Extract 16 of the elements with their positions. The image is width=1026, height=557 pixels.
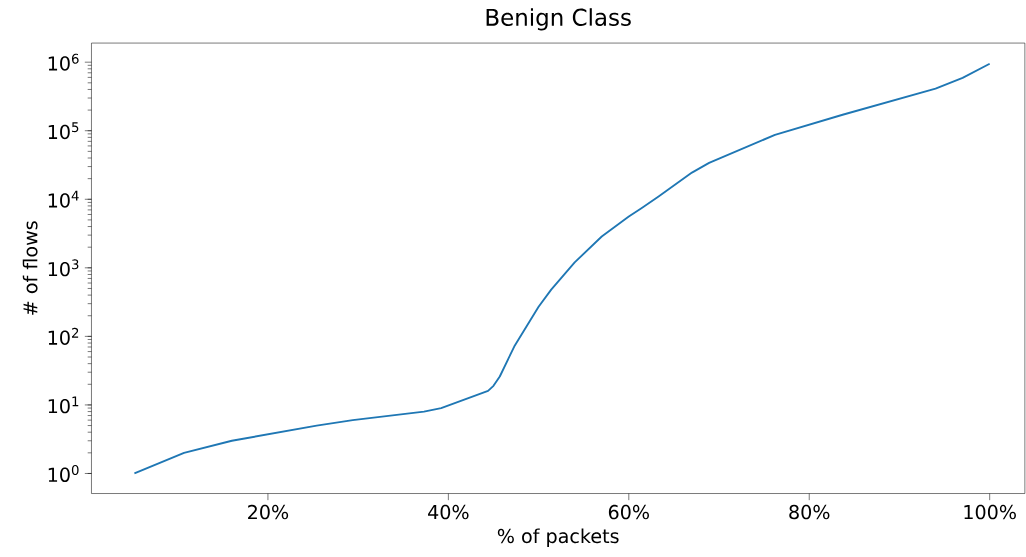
- x-tick-label: 60%: [608, 505, 649, 520]
- y-axis-title: # of flows: [22, 221, 38, 315]
- x-axis-title: % of packets: [497, 528, 619, 548]
- y-tick-label: 10$^{3}$: [48, 259, 79, 277]
- x-tick-label: 100%: [964, 505, 1016, 520]
- y-tick-label: 10$^{1}$: [48, 396, 79, 414]
- x-tick-label: 80%: [789, 505, 830, 520]
- chart-title: Benign Class: [486, 8, 631, 31]
- y-tick-label: 10$^{0}$: [48, 465, 79, 483]
- x-tick-label: 20%: [248, 505, 289, 520]
- y-tick-label: 10$^{2}$: [48, 328, 79, 346]
- y-tick-label: 10$^{4}$: [48, 191, 79, 208]
- x-tick-label: 40%: [428, 505, 469, 520]
- y-tick-label: 10$^{5}$: [48, 122, 79, 140]
- line-series: [133, 62, 991, 475]
- y-tick-label: 10$^{6}$: [48, 53, 79, 71]
